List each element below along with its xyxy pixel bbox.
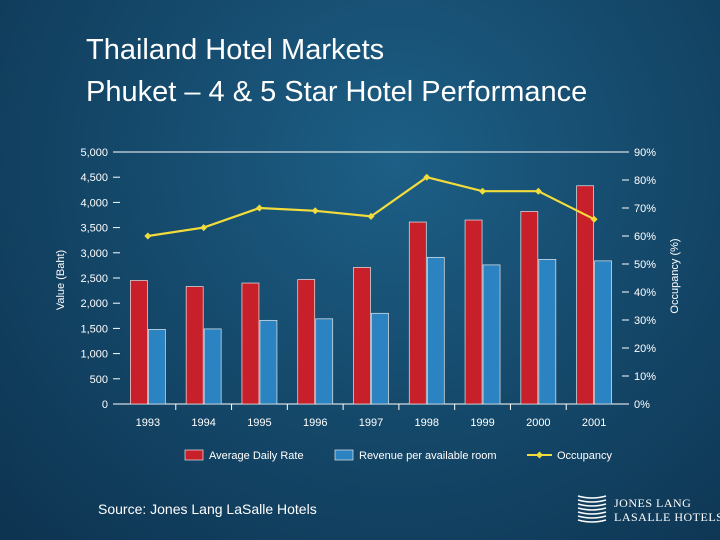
bar-average-daily-rate [464,219,483,405]
bar-average-daily-rate [576,185,594,405]
bar-average-daily-rate [408,221,427,405]
x-tick-label: 1996 [303,417,327,429]
y-tick-label: 500 [90,374,108,386]
bar-revpar [315,318,334,405]
y-tick-label: 4,500 [80,172,108,184]
y-tick-label: 2,500 [80,273,108,285]
bar-revpar [203,328,222,405]
legend-marker-occupancy [536,451,543,459]
y-tick-label: 1,000 [80,349,108,361]
occupancy-point [534,187,542,195]
y2-tick-label: 80% [634,175,656,187]
y-tick-label: 4,000 [80,197,108,209]
page-subtitle: Phuket – 4 & 5 Star Hotel Performance [86,76,588,108]
y2-tick-label: 20% [634,343,656,355]
source-note: Source: Jones Lang LaSalle Hotels [98,501,317,517]
bar-average-daily-rate [353,267,371,405]
legend-label-adr: Average Daily Rate [209,450,304,462]
legend-swatch-revpar [334,449,354,461]
legend-label-occupancy: Occupancy [557,450,613,462]
logo-line-1: JONES LANG [614,496,692,510]
occupancy-point [311,207,319,215]
bar-average-daily-rate [130,280,148,405]
bar-revpar [538,259,557,405]
occupancy-point [423,173,431,181]
legend-swatch-adr [184,449,204,461]
y2-tick-label: 60% [634,231,656,243]
y2-tick-label: 90% [634,147,656,159]
y-tick-label: 3,000 [80,248,108,260]
occupancy-point [200,224,208,232]
x-tick-label: 2001 [582,417,606,429]
bar-revpar [482,264,501,405]
occupancy-point [479,187,487,195]
company-logo: JONES LANG LASALLE HOTELS. [574,490,720,530]
y-axis-title: Value (Baht) [55,250,67,310]
y-tick-label: 2,000 [80,298,108,310]
occupancy-point [367,212,375,220]
y2-tick-label: 70% [634,203,656,215]
y-tick-label: 3,500 [80,223,108,235]
bar-average-daily-rate [520,211,539,405]
logo-line-2: LASALLE HOTELS. [614,510,720,524]
occupancy-point [255,204,263,212]
y2-axis-title: Occupancy (%) [669,238,681,313]
bar-revpar [371,312,389,405]
y2-tick-label: 40% [634,287,656,299]
legend-label-revpar: Revenue per available room [359,450,497,462]
page-title: Thailand Hotel Markets [86,34,385,66]
y-tick-label: 0 [102,399,108,411]
x-tick-label: 1998 [415,417,439,429]
x-tick-label: 1993 [136,417,160,429]
bar-average-daily-rate [185,286,204,405]
y2-tick-label: 10% [634,371,656,383]
logo-wordmark: JONES LANG LASALLE HOTELS. [614,496,720,524]
x-tick-label: 1995 [247,417,271,429]
x-tick-label: 1999 [470,417,494,429]
logo-emblem-icon [577,495,607,523]
y-tick-label: 1,500 [80,323,108,335]
x-tick-label: 2000 [526,417,550,429]
bar-average-daily-rate [297,279,316,405]
occupancy-point [590,215,598,223]
bar-average-daily-rate [241,282,260,405]
bar-revpar [259,319,278,405]
bar-revpar [426,256,445,405]
occupancy-point [144,232,152,240]
bar-revpar [594,260,612,405]
y2-tick-label: 50% [634,259,656,271]
y2-tick-label: 30% [634,315,656,327]
y-tick-label: 5,000 [80,147,108,159]
x-tick-label: 1997 [359,417,383,429]
x-tick-label: 1994 [191,417,215,429]
y2-tick-label: 0% [634,399,650,411]
bar-revpar [148,329,166,405]
